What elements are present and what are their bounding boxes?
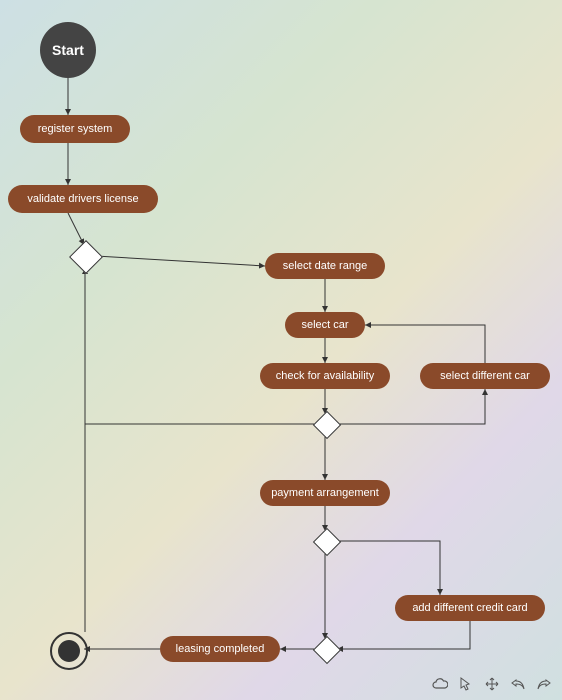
end-node[interactable] [50,632,88,670]
check-avail-label: check for availability [276,370,374,382]
decision-4[interactable] [313,636,341,664]
add-card-label: add different credit card [412,602,527,614]
decision-1[interactable] [69,240,103,274]
start-node[interactable]: Start [40,22,96,78]
redo-icon[interactable] [536,676,552,692]
leasing-label: leasing completed [176,643,265,655]
flowchart-canvas: Start register system validate drivers l… [0,0,562,700]
decision-3[interactable] [313,528,341,556]
validate-label: validate drivers license [27,193,138,205]
select-car-label: select car [301,319,348,331]
select-car-node[interactable]: select car [285,312,365,338]
canvas-toolbar [432,676,552,692]
decision-2[interactable] [313,411,341,439]
check-availability-node[interactable]: check for availability [260,363,390,389]
payment-arrangement-node[interactable]: payment arrangement [260,480,390,506]
move-icon[interactable] [484,676,500,692]
pointer-icon[interactable] [458,676,474,692]
start-label: Start [52,42,84,58]
select-different-car-node[interactable]: select different car [420,363,550,389]
register-system-node[interactable]: register system [20,115,130,143]
validate-license-node[interactable]: validate drivers license [8,185,158,213]
add-credit-card-node[interactable]: add different credit card [395,595,545,621]
end-inner [58,640,80,662]
register-label: register system [38,123,113,135]
payment-label: payment arrangement [271,487,379,499]
sel-diff-label: select different car [440,370,530,382]
leasing-completed-node[interactable]: leasing completed [160,636,280,662]
select-date-label: select date range [283,260,367,272]
cloud-icon[interactable] [432,676,448,692]
select-date-range-node[interactable]: select date range [265,253,385,279]
undo-icon[interactable] [510,676,526,692]
